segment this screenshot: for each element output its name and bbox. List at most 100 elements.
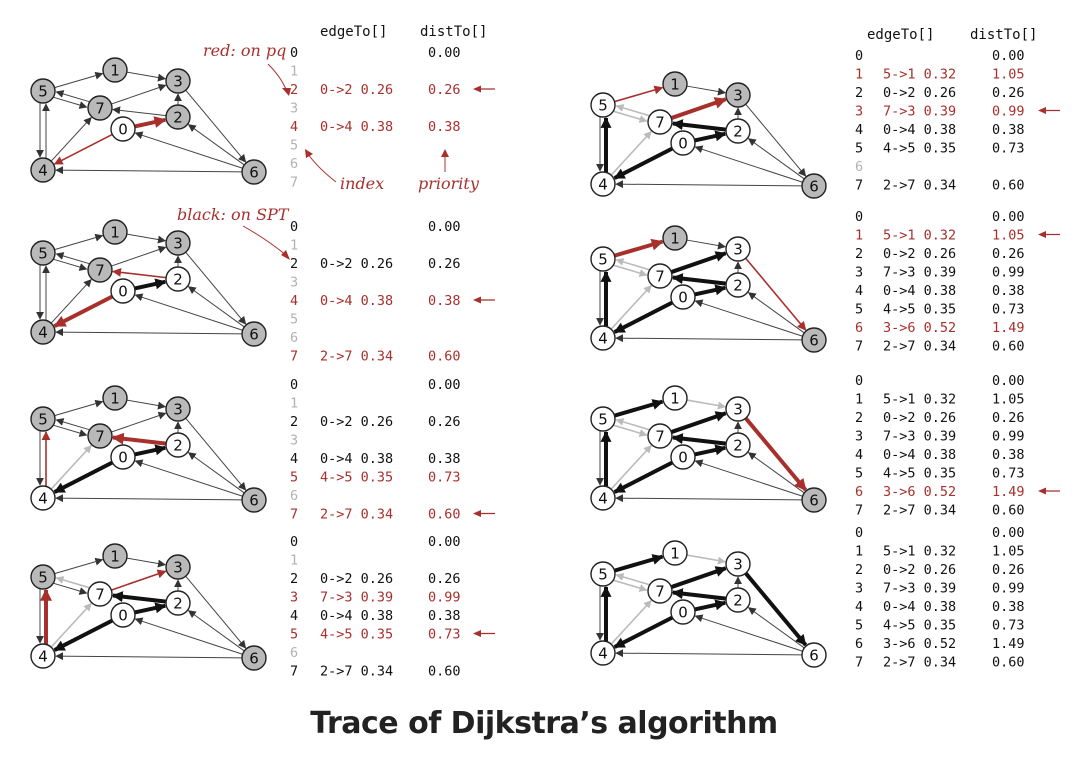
edgeto-cell: 3->6 0.52 bbox=[883, 484, 956, 500]
trace-table: edgeTo[] distTo[]0 0.001 5->1 0.32 1.052 0->2… bbox=[855, 27, 1060, 194]
distto-cell: 0.38 bbox=[992, 122, 1025, 138]
vertex-index: 5 bbox=[290, 470, 298, 486]
edgeto-cell: 2->7 0.34 bbox=[883, 503, 956, 519]
vertex-7: 7 bbox=[647, 263, 673, 289]
table-row: 1 5->1 0.32 1.05 bbox=[855, 544, 1025, 560]
table-row: 2 0->2 0.26 0.26 bbox=[290, 256, 461, 272]
edgeto-cell: 0->2 0.26 bbox=[320, 82, 393, 98]
table-row: 5 4->5 0.35 0.73 bbox=[855, 141, 1025, 157]
vertex-label: 0 bbox=[118, 121, 128, 139]
table-row: 3 7->3 0.39 0.99 bbox=[855, 429, 1025, 445]
vertex-0: 0 bbox=[670, 130, 696, 156]
edgeto-cell: 0->4 0.38 bbox=[883, 599, 956, 615]
vertex-1: 1 bbox=[662, 540, 688, 566]
vertex-index: 6 bbox=[290, 156, 298, 172]
distto-cell: 1.05 bbox=[992, 67, 1025, 83]
edge-1-3 bbox=[126, 557, 166, 568]
vertex-label: 2 bbox=[173, 271, 183, 289]
table-row: 3 7->3 0.39 0.99 bbox=[290, 590, 461, 606]
edge-weighted-digraph: 0 1 2 3 4 5 6 7 bbox=[590, 385, 827, 513]
edge-5-7 bbox=[53, 582, 88, 595]
distto-cell: 0.26 bbox=[992, 246, 1025, 262]
vertex-index: 5 bbox=[855, 618, 863, 634]
table-row: 1 bbox=[290, 553, 298, 569]
edge-0-4 bbox=[613, 300, 674, 334]
vertex-label: 2 bbox=[173, 109, 183, 127]
vertex-6: 6 bbox=[241, 645, 267, 671]
trace-table: 0 0.001 5->1 0.32 1.052 0->2 0.26 0.263 7->3 0… bbox=[855, 525, 1025, 671]
edgeto-cell: 4->5 0.35 bbox=[320, 470, 393, 486]
edge-5-1 bbox=[613, 238, 664, 258]
edge-1-3 bbox=[686, 554, 726, 565]
annotation-red-label: red: on pq bbox=[203, 41, 286, 60]
vertex-7: 7 bbox=[647, 109, 673, 135]
vertex-label: 2 bbox=[733, 123, 743, 141]
vertex-index: 1 bbox=[855, 67, 863, 83]
vertex-label: 3 bbox=[173, 401, 183, 419]
edge-7-3 bbox=[111, 569, 167, 591]
distto-cell: 0.99 bbox=[992, 104, 1025, 120]
edge-6-4 bbox=[615, 180, 803, 189]
table-row: 6 3->6 0.52 1.49 bbox=[855, 484, 1025, 500]
figure-caption: Trace of Dijkstra’s algorithm bbox=[310, 706, 778, 741]
edgeto-cell: 0->2 0.26 bbox=[320, 256, 393, 272]
vertex-2: 2 bbox=[725, 118, 751, 144]
vertex-index: 2 bbox=[855, 246, 863, 262]
edge-5-1 bbox=[54, 399, 104, 417]
vertex-3: 3 bbox=[725, 236, 751, 262]
edge-6-0 bbox=[694, 614, 803, 652]
vertex-label: 5 bbox=[38, 245, 48, 263]
table-row: 4 0->4 0.38 0.38 bbox=[855, 122, 1025, 138]
edge-0-2 bbox=[694, 599, 727, 612]
table-row: 0 0.00 bbox=[290, 534, 461, 550]
vertex-7: 7 bbox=[87, 257, 113, 283]
table-row: 7 2->7 0.34 0.60 bbox=[290, 664, 461, 680]
table-row: 2 0->2 0.26 0.26 bbox=[855, 85, 1025, 101]
annotation-index-pointer bbox=[307, 153, 337, 183]
edge-5-1 bbox=[54, 71, 104, 89]
table-row: 5 4->5 0.35 0.73 bbox=[290, 627, 461, 643]
table-row: 1 5->1 0.32 1.05 bbox=[855, 228, 1025, 244]
vertex-index: 6 bbox=[855, 159, 863, 175]
edge-0-2 bbox=[134, 116, 167, 129]
vertex-1: 1 bbox=[662, 385, 688, 411]
edge-1-3 bbox=[126, 399, 166, 410]
vertex-index: 0 bbox=[855, 373, 863, 389]
vertex-label: 6 bbox=[809, 492, 819, 510]
edgeto-cell: 0->4 0.38 bbox=[320, 451, 393, 467]
vertex-index: 5 bbox=[855, 302, 863, 318]
vertex-label: 7 bbox=[95, 100, 105, 118]
table-row: 2 0->2 0.26 0.26 bbox=[855, 246, 1025, 262]
table-row: 5 4->5 0.35 0.73 bbox=[855, 466, 1025, 482]
vertex-label: 1 bbox=[670, 230, 680, 248]
vertex-index: 3 bbox=[290, 590, 298, 606]
edge-6-0 bbox=[134, 459, 243, 497]
edgeto-cell: 3->6 0.52 bbox=[883, 320, 956, 336]
edgeto-cell: 5->1 0.32 bbox=[883, 228, 956, 244]
edge-5-1 bbox=[54, 557, 104, 575]
distto-cell: 0.60 bbox=[992, 339, 1025, 355]
edge-7-3 bbox=[111, 411, 167, 433]
vertex-5: 5 bbox=[30, 406, 56, 432]
vertex-label: 4 bbox=[598, 330, 608, 348]
edge-6-2 bbox=[747, 292, 805, 334]
distto-cell: 0.99 bbox=[992, 581, 1025, 597]
edgeto-cell: 0->4 0.38 bbox=[320, 293, 393, 309]
vertex-label: 3 bbox=[733, 556, 743, 574]
edge-6-4 bbox=[55, 494, 243, 503]
vertex-1: 1 bbox=[102, 219, 128, 245]
vertex-label: 0 bbox=[678, 289, 688, 307]
edge-6-4 bbox=[615, 649, 803, 658]
vertex-7: 7 bbox=[87, 423, 113, 449]
edge-7-5 bbox=[55, 418, 90, 431]
vertex-2: 2 bbox=[725, 587, 751, 613]
distto-cell: 1.49 bbox=[992, 636, 1025, 652]
edgeto-cell: 2->7 0.34 bbox=[320, 349, 393, 365]
vertex-2: 2 bbox=[165, 266, 191, 292]
edge-3-6 bbox=[744, 571, 808, 647]
table-row: 6 bbox=[290, 156, 298, 172]
annotation-index-label: index bbox=[340, 174, 384, 193]
